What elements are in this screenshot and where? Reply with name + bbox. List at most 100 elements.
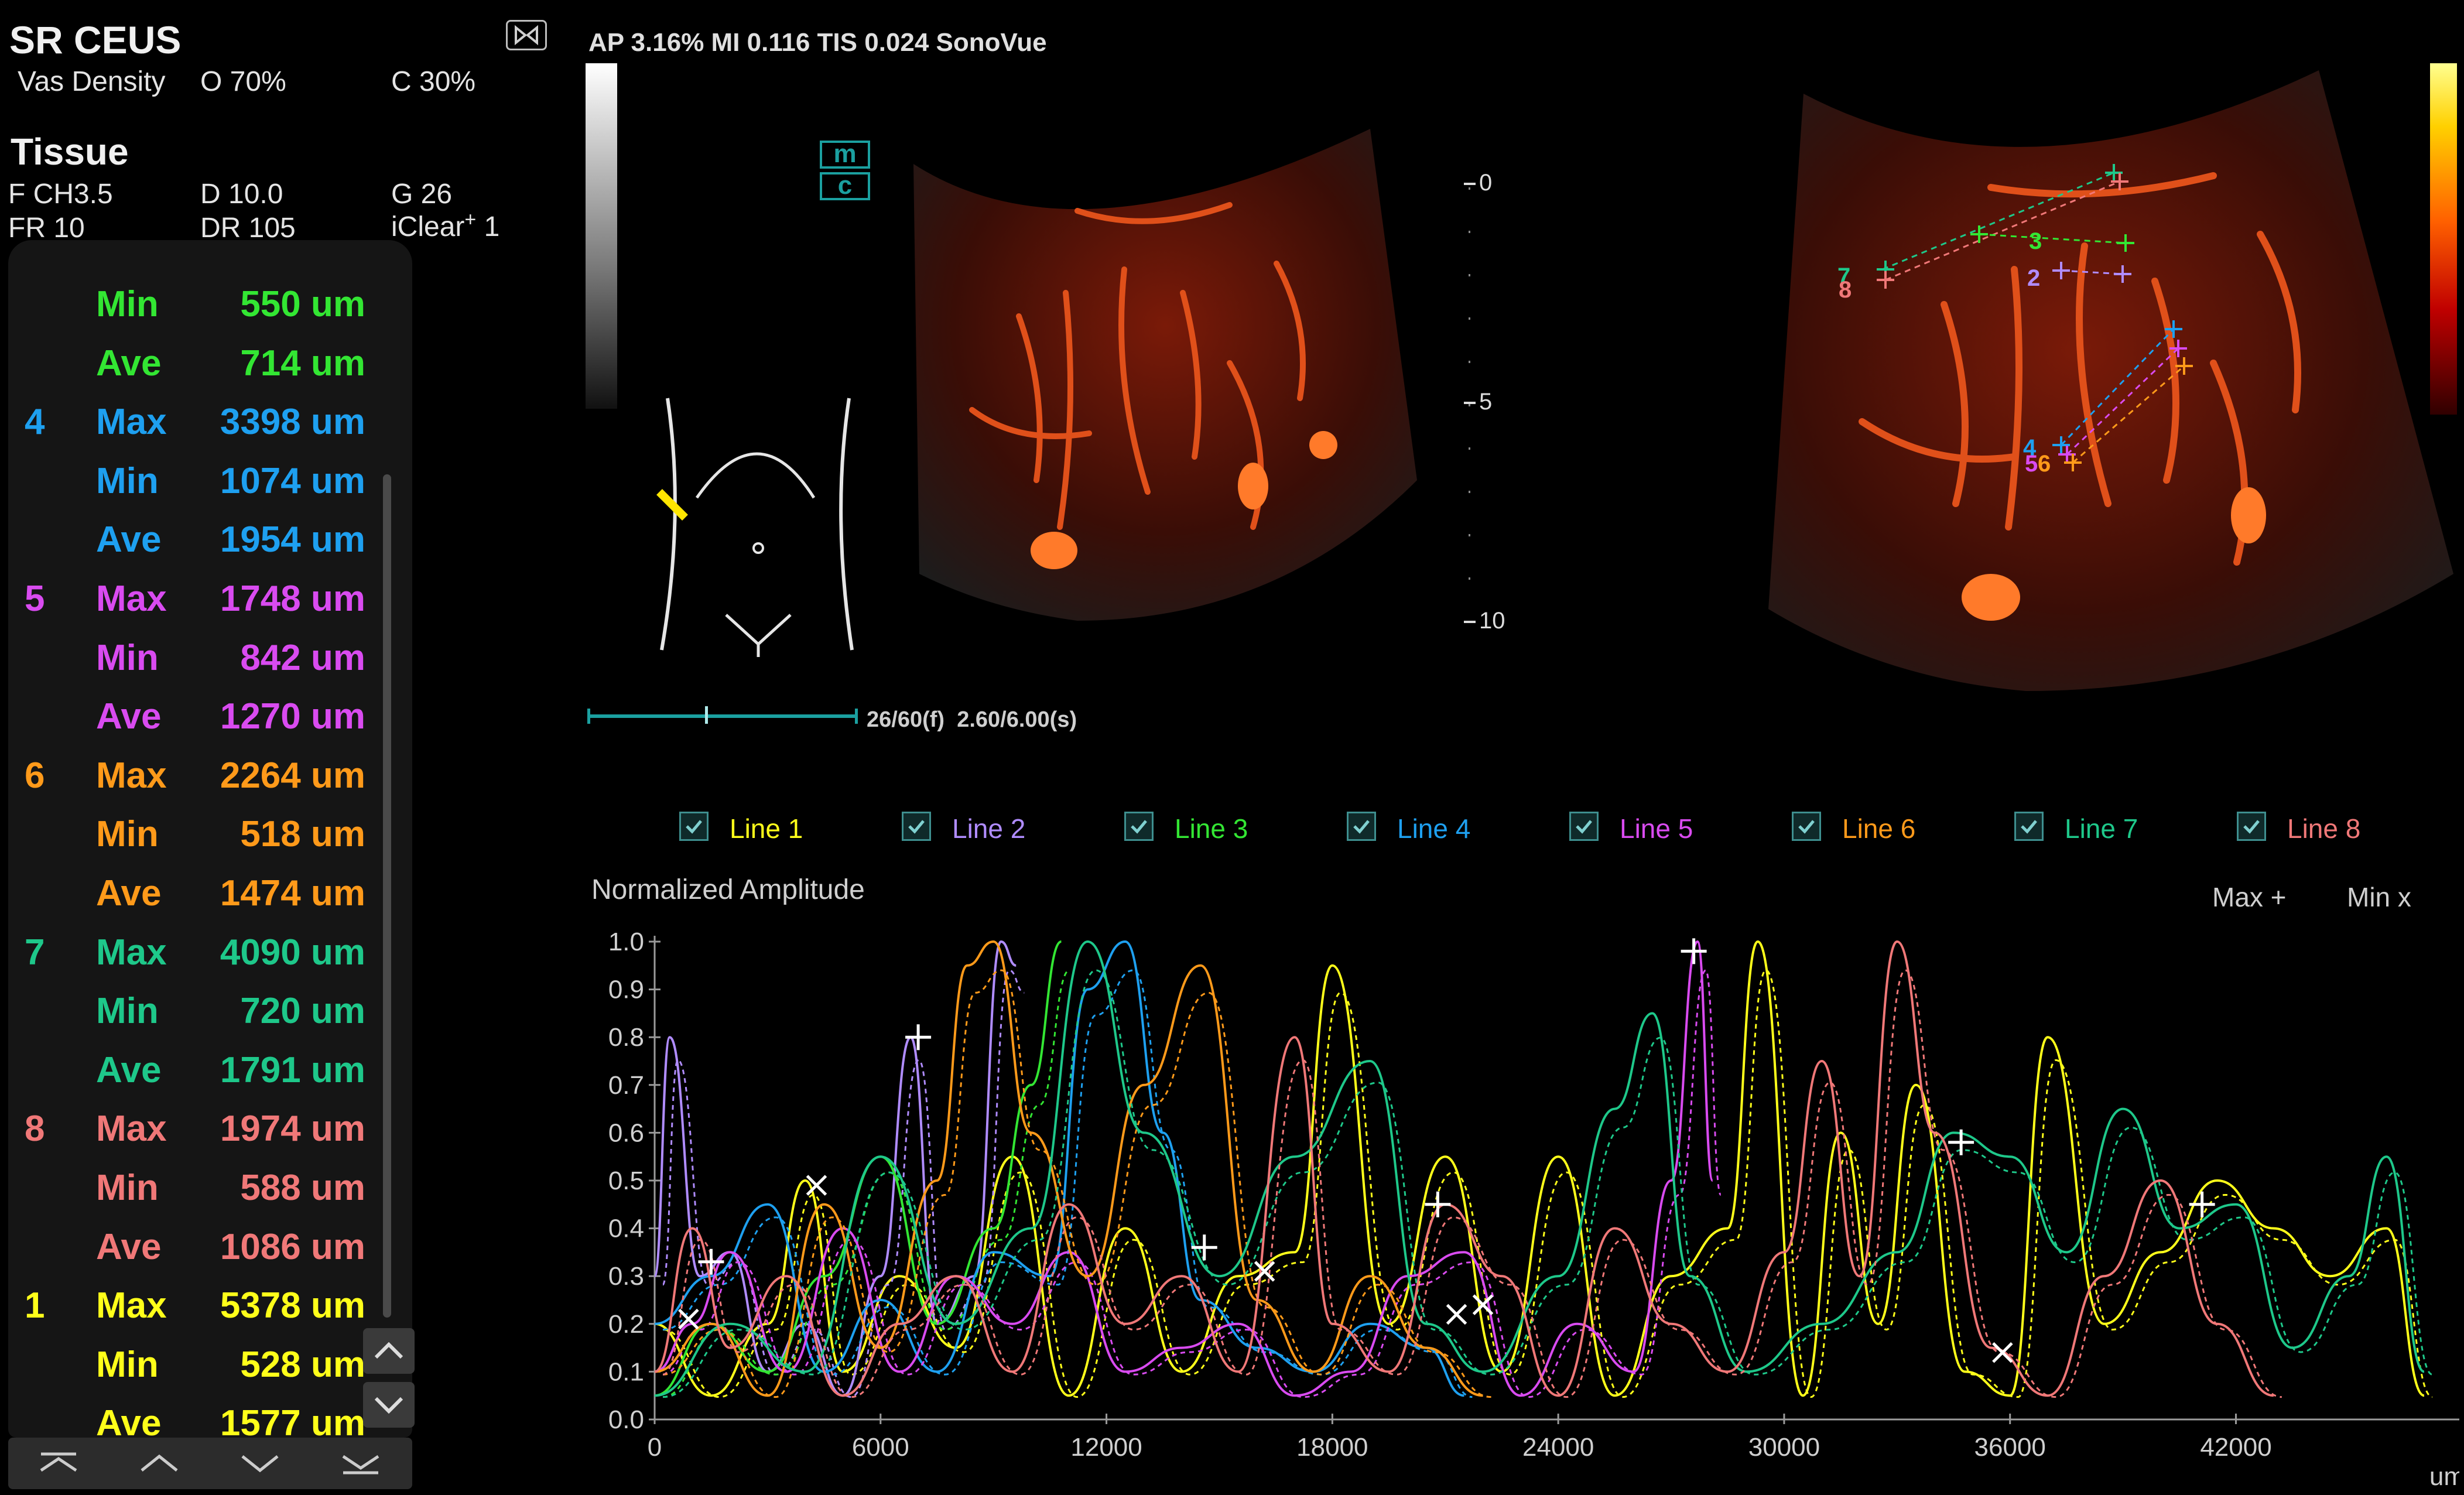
line-toggle-6[interactable]: Line 6 <box>1792 808 1991 849</box>
double-chevron-up-icon <box>40 1452 77 1472</box>
line-label-5: 5 <box>2025 451 2038 477</box>
checkmark-icon <box>908 820 925 834</box>
line-checkbox[interactable] <box>1124 812 1154 841</box>
line-toggle-3[interactable]: Line 3 <box>1124 808 1323 849</box>
next-page-button[interactable] <box>210 1438 310 1489</box>
line-label-6: 6 <box>2038 451 2051 477</box>
measurement-label: Ave <box>96 1403 162 1438</box>
line-toggle-4[interactable]: Line 4 <box>1347 808 1546 849</box>
line-toggle-2[interactable]: Line 2 <box>902 808 1101 849</box>
legend-max: Max + <box>2212 882 2287 912</box>
max-marker <box>1425 1191 1451 1217</box>
dual-view-toggle-icon[interactable] <box>506 20 547 50</box>
cine-end-cap <box>855 709 858 724</box>
y-tick-label: 0.7 <box>608 1071 644 1100</box>
measurement-panel-top <box>8 240 412 281</box>
measurement-value: 550 um <box>240 284 365 324</box>
line-toggle-label: Line 3 <box>1175 813 1248 844</box>
gain-value: G 26 <box>391 179 453 210</box>
x-axis-label: um <box>2429 1462 2459 1491</box>
line-checkbox[interactable] <box>2014 812 2044 841</box>
depth-label-5: 5 <box>1479 389 1493 415</box>
x-tick-label: 24000 <box>1522 1433 1594 1462</box>
first-page-button[interactable] <box>8 1438 109 1489</box>
cine-track <box>588 714 858 718</box>
measurement-list[interactable]: Min 550 um Ave 714 um 4 Max 3398 um Min 1074 um A… <box>8 275 412 1438</box>
line-checkbox[interactable] <box>679 812 709 841</box>
measurement-label: Max <box>96 932 167 973</box>
line-toggle-5[interactable]: Line 5 <box>1569 808 1768 849</box>
logo-letter-m: m <box>820 141 870 169</box>
line-checkbox[interactable] <box>2237 812 2266 841</box>
checkmark-icon <box>1576 820 1592 834</box>
measurement-label: Min <box>96 637 159 678</box>
amplitude-chart[interactable]: 0.0 0.1 0.2 0.3 0.4 0.5 0.6 0.7 0.8 0.9 1.0 0 6000 12… <box>586 914 2459 1495</box>
measurement-label: Max <box>96 1109 167 1150</box>
line-label-8: 8 <box>1839 277 1852 303</box>
line-checkbox[interactable] <box>902 812 931 841</box>
measurement-value: 1974 um <box>220 1109 365 1150</box>
line-toggle-7[interactable]: Line 7 <box>2014 808 2213 849</box>
ultrasound-image-left <box>913 129 1417 621</box>
measurement-scrollbar[interactable] <box>383 474 391 1318</box>
measurement-value: 5378 um <box>220 1285 365 1326</box>
vas-density-label: Vas Density <box>18 66 166 97</box>
measurement-number: 1 <box>25 1285 45 1326</box>
checkmark-icon <box>2243 820 2260 834</box>
body-marker-icon <box>656 398 854 657</box>
measurement-value: 1074 um <box>220 460 365 501</box>
previous-page-button[interactable] <box>109 1438 210 1489</box>
depth-value: D 10.0 <box>200 179 283 210</box>
o-value: O 70% <box>200 66 286 97</box>
line-toggle-label: Line 4 <box>1397 813 1471 844</box>
last-page-button[interactable] <box>310 1438 411 1489</box>
iclear-label: iClear <box>391 211 465 242</box>
series-line-7 <box>654 940 2425 1397</box>
scroll-up-button[interactable] <box>363 1328 415 1374</box>
line-toggle-8[interactable]: Line 8 <box>2237 808 2436 849</box>
checkmark-icon <box>686 820 702 834</box>
line-label-4: 4 <box>2023 435 2037 461</box>
chevron-up-icon <box>374 1342 403 1359</box>
measurement-value: 3398 um <box>220 402 365 443</box>
series-fit-line-2 <box>662 969 1025 1398</box>
checkmark-icon <box>1353 820 1370 834</box>
iclear-sup: + <box>464 208 477 231</box>
acoustic-info: AP 3.16% MI 0.116 TIS 0.024 SonoVue <box>588 28 1047 57</box>
depth-label-10: 10 <box>1479 608 1505 634</box>
measurement-number: 7 <box>25 932 45 973</box>
line-checkbox[interactable] <box>1347 812 1376 841</box>
dynamic-range-value: DR 105 <box>200 213 296 244</box>
legend-min: Min x <box>2347 882 2411 912</box>
c-value: C 30% <box>391 66 476 97</box>
line-checkbox[interactable] <box>1792 812 1821 841</box>
line-toggle-label: Line 5 <box>1620 813 1693 844</box>
measurement-number: 6 <box>25 755 45 796</box>
measurement-row: Ave 1791 um <box>8 1041 371 1100</box>
logo-letter-c: c <box>820 172 870 200</box>
iclear-value: iClear+ 1 <box>391 208 499 243</box>
series-fit-line-5 <box>662 969 1722 1398</box>
measurement-label: Min <box>96 991 159 1032</box>
measurement-row: Min 518 um <box>8 805 371 864</box>
measurement-label: Max <box>96 402 167 443</box>
measurement-value: 4090 um <box>220 932 365 973</box>
frequency-value: F CH3.5 <box>8 179 113 210</box>
y-tick-label: 0.4 <box>608 1215 644 1243</box>
measurement-number: 5 <box>25 579 45 619</box>
measurement-label: Ave <box>96 519 162 560</box>
depth-tick-0 <box>1464 183 1476 185</box>
measurement-value: 588 um <box>240 1168 365 1208</box>
y-tick-label: 0.1 <box>608 1357 644 1386</box>
y-tick-label: 0.0 <box>608 1405 644 1434</box>
measurement-label: Min <box>96 460 159 501</box>
scroll-down-button[interactable] <box>363 1382 415 1428</box>
series-fit-line-1 <box>662 969 2433 1398</box>
max-marker <box>1191 1234 1217 1261</box>
measurement-label: Ave <box>96 1226 162 1267</box>
line-checkbox[interactable] <box>1569 812 1599 841</box>
line-label-2: 2 <box>2027 265 2040 291</box>
cine-thumb[interactable] <box>705 706 709 724</box>
line-toggle-1[interactable]: Line 1 <box>679 808 878 849</box>
cine-slider[interactable] <box>587 706 858 733</box>
